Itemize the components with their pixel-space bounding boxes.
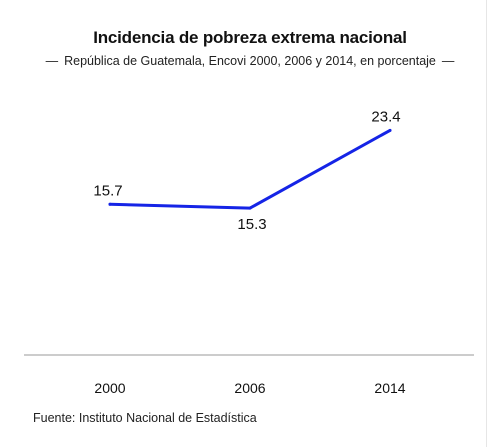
x-tick-label-2000: 2000 — [94, 380, 125, 396]
chart-title: Incidencia de pobreza extrema nacional — [93, 28, 407, 47]
chart-subtitle: — República de Guatemala, Encovi 2000, 20… — [0, 54, 500, 68]
data-point-2000 — [108, 202, 112, 206]
subtitle-text: República de Guatemala, Encovi 2000, 200… — [64, 54, 436, 68]
subtitle-dash-right: — — [441, 54, 455, 68]
data-label-2014: 23.4 — [371, 108, 400, 125]
data-label-2000: 15.7 — [93, 182, 122, 199]
x-tick-label-2006: 2006 — [234, 380, 265, 396]
series-line — [108, 128, 392, 210]
frame-edge-line — [486, 0, 487, 447]
subtitle-dash-left: — — [45, 54, 59, 68]
x-tick-label-2014: 2014 — [374, 380, 405, 396]
data-point-2006 — [248, 206, 252, 210]
source-note: Fuente: Instituto Nacional de Estadístic… — [33, 411, 257, 425]
data-label-2006: 15.3 — [237, 216, 266, 233]
data-point-2014 — [388, 128, 392, 132]
